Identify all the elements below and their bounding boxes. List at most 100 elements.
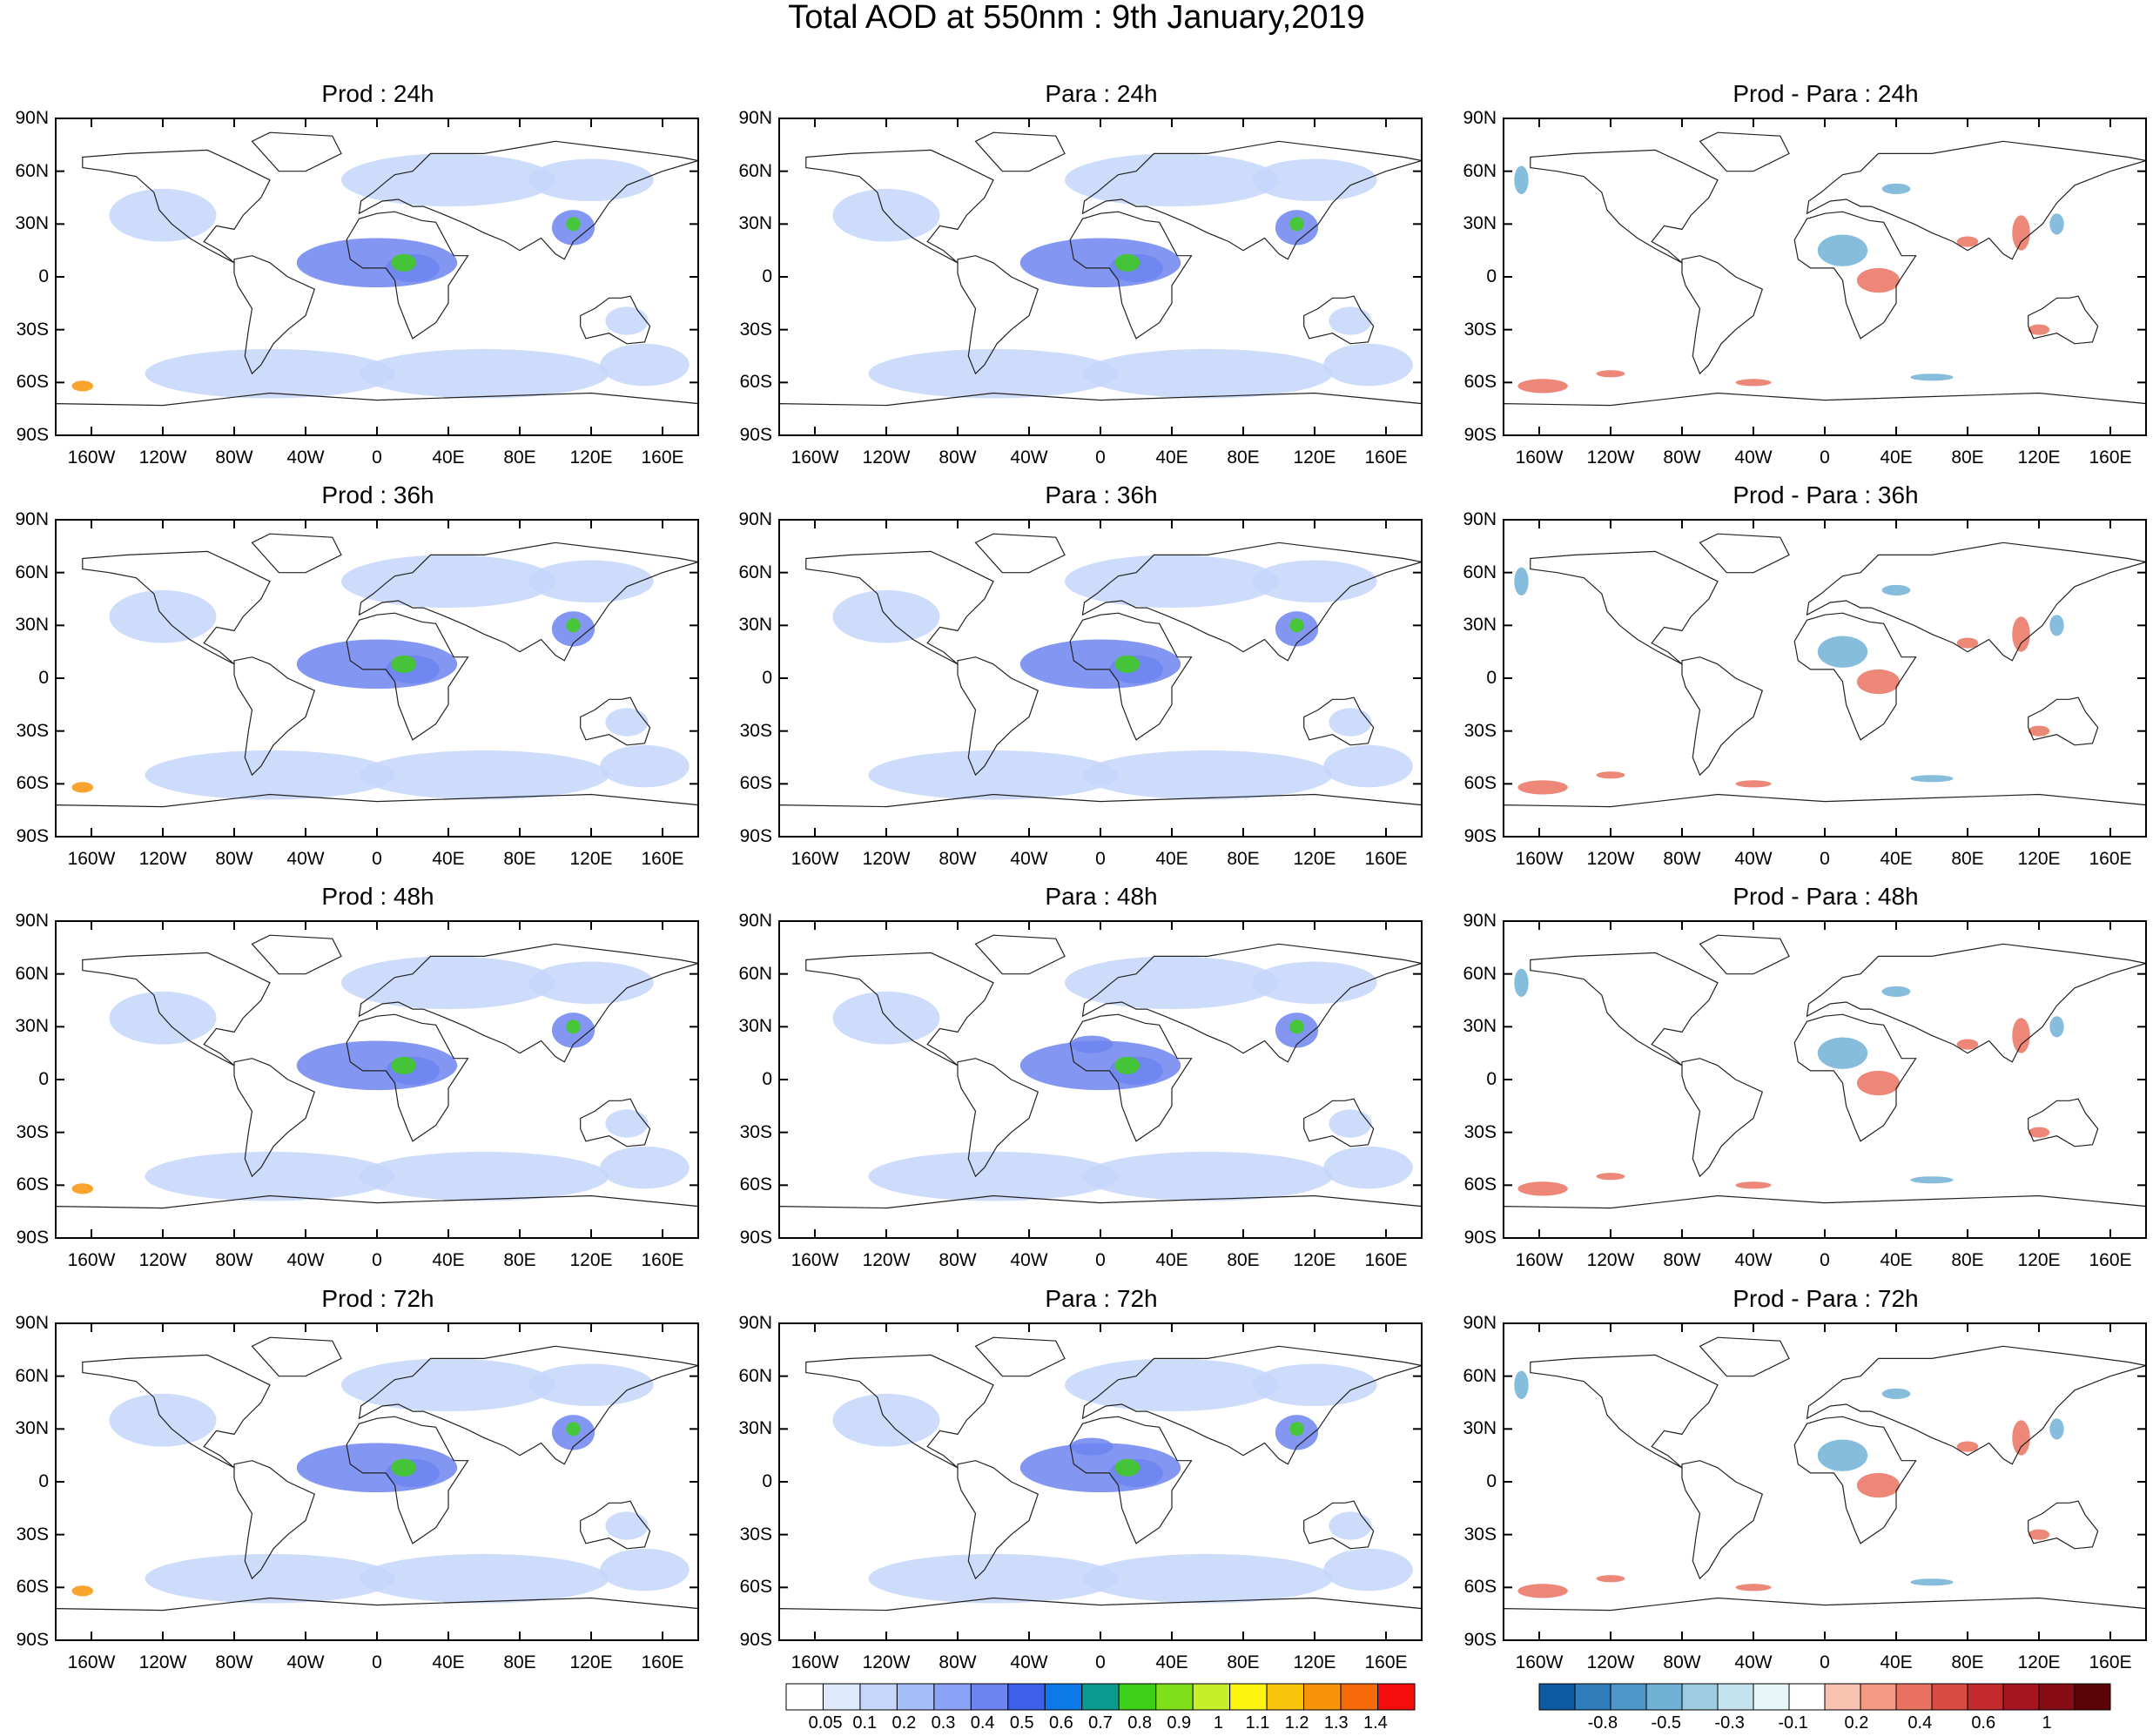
coastline (1530, 550, 1719, 665)
lat-tick-label: 60N (15, 1365, 49, 1386)
lon-tick-label: 80W (1663, 1250, 1701, 1270)
coastline (1081, 1345, 1423, 1465)
lat-tick-label: 0 (1486, 266, 1497, 286)
aod-field (2012, 616, 2030, 652)
lon-tick-label: 80E (1227, 447, 1260, 468)
aod-field (1329, 1109, 1372, 1138)
map-panel (778, 118, 1423, 436)
aod-field (145, 750, 395, 800)
aod-field (391, 655, 417, 673)
coastline (1081, 542, 1423, 662)
coastline (82, 550, 271, 665)
colorbar-label: -0.3 (1714, 1713, 1745, 1733)
lon-tick-label: 40E (1155, 849, 1188, 869)
aod-field (1596, 1173, 1625, 1181)
lon-tick-label: 120W (1586, 1652, 1635, 1672)
colorbar-swatch (2038, 1683, 2076, 1711)
coastline (1699, 1336, 1790, 1377)
lon-tick-label: 160E (2089, 1250, 2132, 1270)
aod-field (1856, 267, 1901, 293)
lon-tick-label: 40W (1734, 1652, 1773, 1672)
lon-tick-label: 0 (1820, 1652, 1830, 1672)
lon-tick-label: 120E (1293, 849, 1336, 869)
aod-field (1910, 1176, 1954, 1184)
aod-field (605, 306, 649, 335)
lat-tick-label: 60S (16, 1577, 49, 1598)
lat-tick-label: 60N (738, 1365, 772, 1386)
aod-field (71, 782, 94, 793)
lon-tick-label: 80E (1951, 447, 1984, 468)
coastline (82, 952, 271, 1066)
coastline (974, 131, 1066, 172)
lat-tick-label: 90S (1463, 826, 1497, 846)
lon-tick-label: 160W (67, 849, 116, 869)
lon-tick-label: 120W (138, 1652, 187, 1672)
colorbar-swatch (1895, 1683, 1933, 1711)
lon-tick-label: 160W (1515, 1652, 1564, 1672)
aod-field (1881, 584, 1911, 595)
lat-tick-label: 90N (15, 1313, 49, 1333)
map-panel (55, 920, 699, 1239)
aod-field (1323, 343, 1413, 387)
panel-title: Para : 48h (1045, 883, 1158, 910)
panel-title: Prod - Para : 36h (1732, 481, 1919, 508)
aod-field (2028, 725, 2050, 737)
map-panel (55, 1322, 699, 1641)
aod-field (1329, 306, 1372, 335)
colorbar-label: 0.9 (1167, 1713, 1192, 1733)
lon-tick-label: 120W (1586, 849, 1635, 869)
lat-tick-label: 60N (1463, 963, 1497, 984)
aod-field (600, 744, 690, 788)
aod-field (2028, 1529, 2050, 1540)
coastline (1681, 255, 1764, 375)
lat-tick-label: 90S (739, 1630, 772, 1650)
lat-tick-label: 60N (1463, 160, 1497, 181)
aod-field (1065, 555, 1279, 609)
colorbar-swatch (1377, 1683, 1416, 1711)
colorbar-swatch (2074, 1683, 2111, 1711)
lon-tick-label: 80E (503, 849, 536, 869)
aod-field (109, 991, 217, 1045)
lat-tick-label: 90N (738, 1313, 772, 1333)
lat-tick-label: 0 (38, 1069, 49, 1089)
aod-field (528, 961, 654, 1005)
lat-tick-label: 30S (739, 319, 772, 340)
lon-tick-label: 120W (138, 849, 187, 869)
lat-tick-label: 90N (738, 509, 772, 529)
lat-tick-label: 30N (1463, 1016, 1497, 1037)
lat-tick-label: 60N (1463, 1365, 1497, 1386)
map-panel (1503, 118, 2147, 436)
lon-tick-label: 80E (1951, 1250, 1984, 1270)
aod-field (2028, 324, 2050, 335)
aod-field (600, 1146, 690, 1189)
coastline (974, 533, 1066, 574)
lon-tick-label: 40W (286, 447, 325, 468)
aod-field (1881, 986, 1911, 997)
lat-tick-label: 60S (16, 773, 49, 794)
coastline (1793, 1013, 1917, 1142)
colorbar-swatch (933, 1683, 972, 1711)
coastline (1530, 1354, 1719, 1469)
lat-tick-label: 0 (762, 1471, 772, 1491)
lon-tick-label: 80E (1951, 849, 1984, 869)
lon-tick-label: 0 (372, 1652, 382, 1672)
colorbar-label: 0.05 (808, 1713, 843, 1733)
lon-tick-label: 0 (1820, 447, 1830, 468)
lon-tick-label: 40W (286, 1652, 325, 1672)
lat-tick-label: 60S (1463, 1577, 1497, 1598)
lat-tick-label: 60S (739, 1174, 772, 1195)
aod-field (1114, 655, 1140, 673)
aod-field (605, 1109, 649, 1138)
colorbar-swatch (1118, 1683, 1157, 1711)
colorbar-swatch (1610, 1683, 1647, 1711)
lon-tick-label: 120E (569, 1250, 613, 1270)
aod-field (1910, 1578, 1954, 1586)
lon-tick-label: 40W (1734, 447, 1773, 468)
lon-tick-label: 40E (1880, 1250, 1913, 1270)
coastline (2028, 696, 2099, 746)
aod-field (391, 253, 417, 272)
coastline (1681, 1460, 1764, 1580)
aod-field (1065, 956, 1279, 1010)
lon-tick-label: 160E (641, 1250, 684, 1270)
lon-tick-label: 160W (1515, 849, 1564, 869)
